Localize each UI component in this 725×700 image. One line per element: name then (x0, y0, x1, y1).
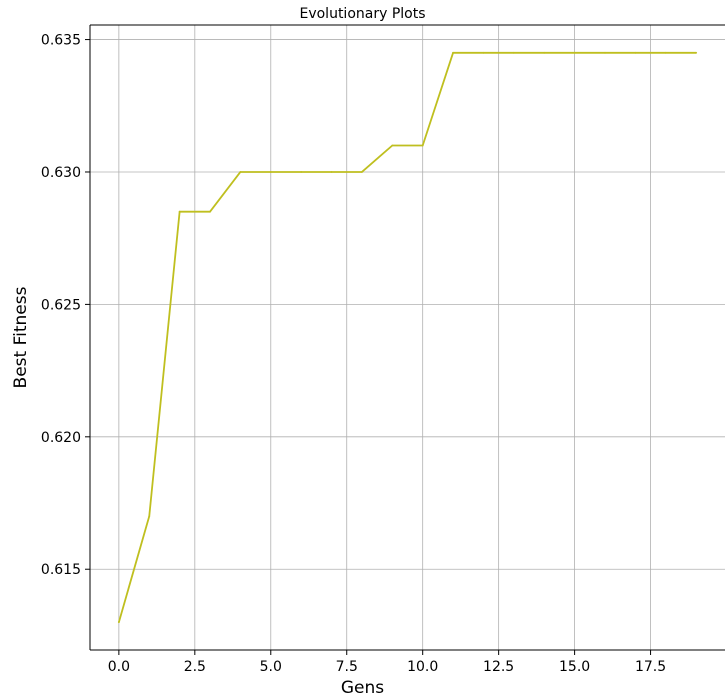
axes-layer (89, 24, 725, 651)
x-tick-label: 15.0 (559, 659, 590, 675)
data-point (452, 51, 454, 54)
data-point (512, 51, 515, 54)
y-tick-label: 0.620 (41, 430, 81, 446)
x-axis-label: Gens (341, 678, 384, 698)
chart-title: Evolutionary Plots (299, 6, 425, 22)
data-point (300, 171, 303, 173)
y-tick-label: 0.615 (41, 562, 81, 578)
data-point (361, 171, 363, 173)
data-point (330, 171, 333, 173)
y-axis-label: Best Fitness (11, 286, 31, 388)
x-tick-label: 12.5 (483, 659, 514, 675)
data-point (391, 144, 394, 147)
data-point (634, 51, 637, 54)
data-point (664, 51, 667, 54)
series-layer (117, 51, 698, 624)
data-point (421, 144, 424, 147)
data-point (148, 515, 151, 518)
grid-layer (90, 25, 725, 650)
y-tick-label: 0.635 (41, 33, 81, 49)
data-point (209, 210, 211, 213)
x-tick-label: 7.5 (336, 659, 358, 675)
data-point (117, 621, 120, 624)
data-point (573, 51, 576, 54)
data-point (482, 51, 485, 54)
data-point (543, 51, 546, 54)
x-tick-label: 2.5 (184, 659, 206, 675)
x-tick-label: 5.0 (260, 659, 282, 675)
data-point (604, 51, 606, 54)
y-tick-label: 0.625 (41, 297, 81, 313)
data-point (269, 171, 272, 173)
ticks-layer: 0.0 2.5 5.0 7.5 10.0 12.5 15.0 17.5 0.615 0.620 0.… (41, 33, 666, 675)
x-tick-label: 0.0 (108, 659, 130, 675)
x-tick-label: 17.5 (635, 659, 666, 675)
data-point (239, 171, 242, 173)
series-line (117, 51, 697, 623)
x-tick-label: 10.0 (407, 659, 438, 675)
data-point (695, 51, 698, 54)
data-point (178, 210, 181, 213)
y-tick-label: 0.630 (41, 165, 81, 181)
